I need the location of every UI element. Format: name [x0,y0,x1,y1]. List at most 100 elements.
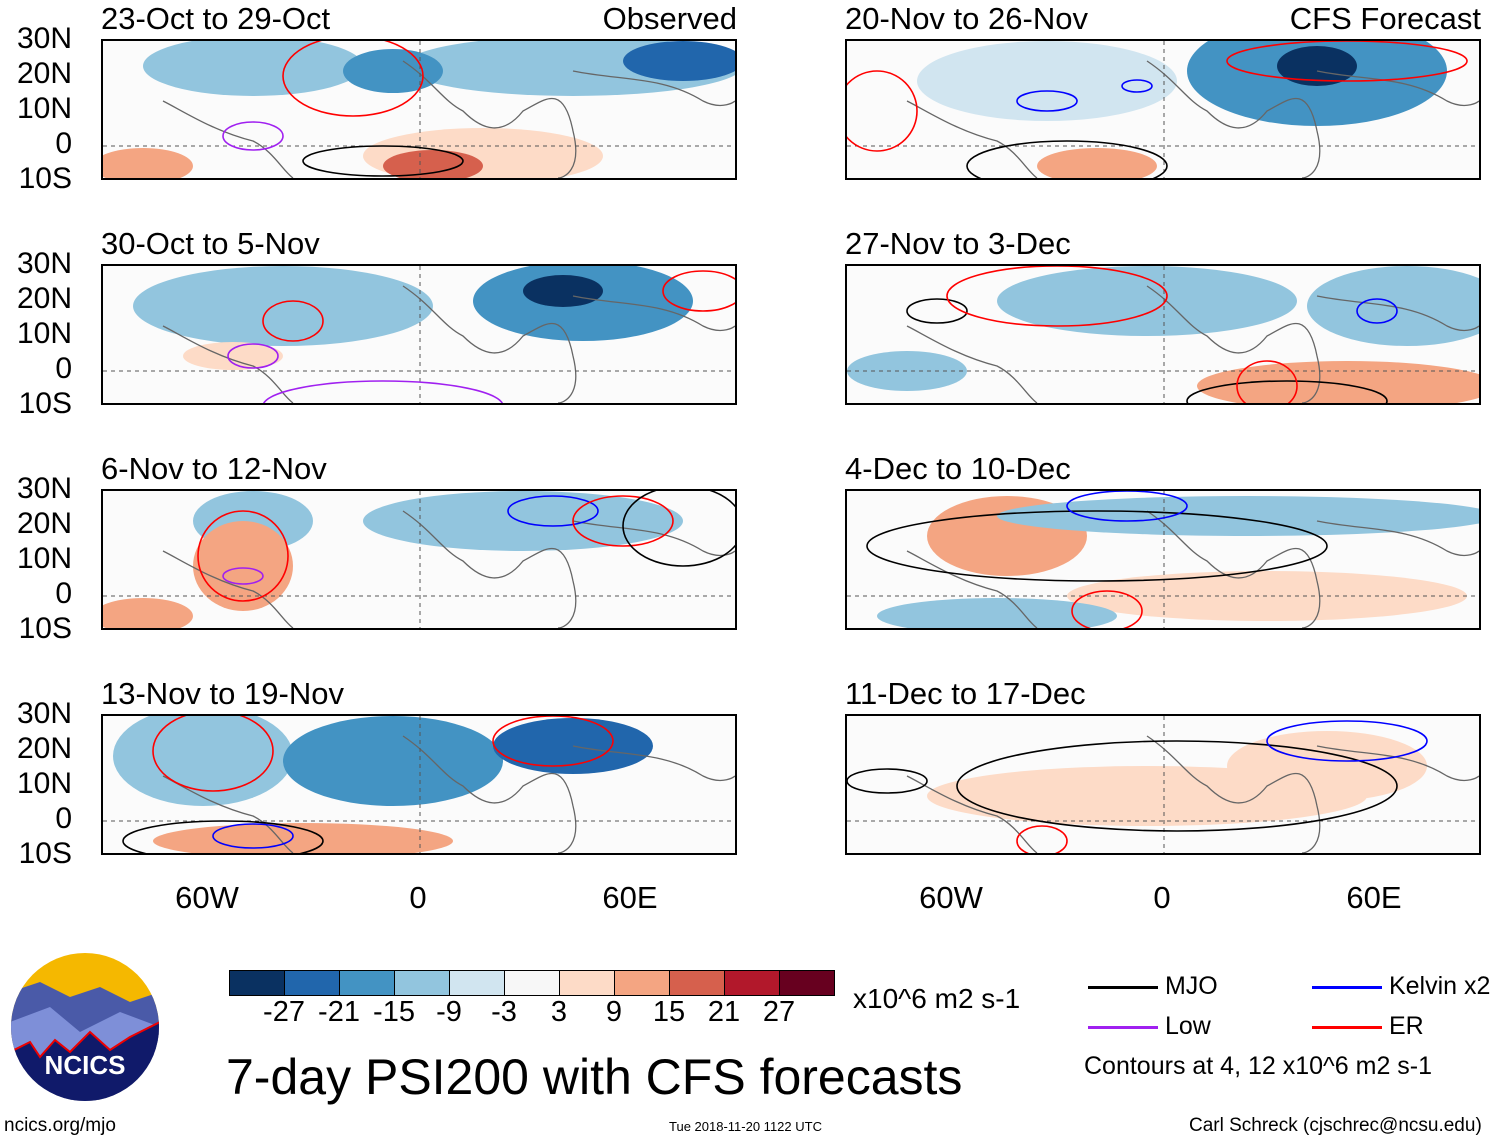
colorbar-swatch [230,971,285,995]
psi-anomaly-shading [343,49,443,93]
wave-contour [1236,360,1298,403]
panel-title: 4-Dec to 10-Dec [845,451,1071,486]
wave-contour [1066,491,1188,522]
map-panel [101,489,737,630]
colorbar-swatch [725,971,780,995]
psi-anomaly-shading [1197,361,1479,403]
psi-anomaly-shading [133,266,433,346]
psi-anomaly-shading [877,598,1117,628]
latitude-label: 30N [16,472,72,505]
wave-contour [622,491,735,567]
wave-contour [1016,90,1078,112]
psi-anomaly-shading [1227,731,1427,801]
main-title: 7-day PSI200 with CFS forecasts [226,1049,963,1105]
latitude-label: 10N [16,767,72,800]
panel-title: 13-Nov to 19-Nov [101,676,344,711]
colorbar-swatch [615,971,670,995]
map-panel [101,264,737,405]
latitude-label: 20N [16,732,72,765]
wave-contour [282,41,424,117]
longitude-label: 60E [1346,880,1402,915]
longitude-label: 60E [602,880,658,915]
longitude-label: 60W [919,880,983,915]
wave-contour [302,145,464,177]
latitude-label: 0 [55,352,72,385]
colorbar-swatch [395,971,450,995]
panel-title: 6-Nov to 12-Nov [101,451,327,486]
longitude-label: 0 [409,880,427,915]
wave-contour [1016,825,1068,853]
latitude-label: 20N [16,507,72,540]
legend-label: Low [1164,1012,1211,1040]
psi-anomaly-shading [103,598,193,628]
legend-mjo: MJO [1088,972,1218,1001]
kelvin-line-swatch [1312,985,1382,989]
wave-contour [222,121,284,151]
legend-label: ER [1388,1012,1424,1040]
footer-timestamp: Tue 2018-11-20 1122 UTC [669,1119,822,1134]
colorbar-tick-label: 9 [605,996,623,1028]
mjo-line-swatch [1088,985,1158,989]
wave-contour [262,380,504,403]
psi-anomaly-shading [193,521,293,611]
panel-tag: CFS Forecast [1289,1,1481,36]
wave-contour [1121,79,1153,93]
wave-contour [227,343,279,369]
latitude-label: 20N [16,57,72,90]
psi-anomaly-shading [997,496,1479,536]
map-panel [845,489,1481,630]
latitude-label: 10N [16,92,72,125]
coastline [906,285,1479,403]
footer-author: Carl Schreck (cjschrec@ncsu.edu) [1189,1115,1482,1136]
footer-url[interactable]: ncics.org/mjo [4,1115,116,1136]
colorbar-swatch [285,971,340,995]
wave-contour [1071,590,1143,628]
psi-anomaly-shading [283,716,503,806]
latitude-label: 30N [16,22,72,55]
colorbar-swatch [450,971,505,995]
wave-contour [492,716,614,767]
colorbar-tick-label: -27 [263,996,305,1028]
latitude-label: 30N [16,697,72,730]
coastline [162,510,735,628]
latitude-label: 10S [18,612,72,645]
panel-title: 27-Nov to 3-Dec [845,226,1071,261]
colorbar-tick-label: 15 [652,996,686,1028]
colorbar-units: x10^6 m2 s-1 [853,983,1021,1014]
colorbar-tick-label: -21 [318,996,360,1028]
wave-contour [152,716,274,792]
psi-anomaly-shading [917,41,1177,121]
psi-anomaly-shading [143,41,363,96]
colorbar-swatch [505,971,560,995]
legend-low: Low [1088,1012,1211,1041]
wave-contour [222,567,264,585]
svg-text:NCICS: NCICS [45,1050,126,1080]
wave-contour [212,823,294,849]
legend-label: MJO [1164,972,1218,1000]
psi-anomaly-shading [103,148,193,178]
latitude-label: 30N [16,247,72,280]
wave-contour [956,740,1398,832]
ncics-logo: NCICS [10,952,160,1102]
low-line-swatch [1088,1025,1158,1029]
wave-contour [1266,720,1428,762]
wave-contour [946,266,1168,327]
map-panel [101,714,737,855]
wave-contour [1356,298,1398,324]
latitude-label: 10S [18,837,72,870]
wave-contour [906,298,968,324]
colorbar-swatch [340,971,395,995]
wave-contour [662,270,735,312]
legend-label: Kelvin x2 [1388,972,1491,1000]
panel-title: 23-Oct to 29-Oct [101,1,331,36]
coastline [906,510,1479,628]
coastline [906,60,1479,178]
colorbar-swatch [670,971,725,995]
psi-anomaly-shading [363,491,683,551]
latitude-label: 10N [16,317,72,350]
map-panel [101,39,737,180]
legend-kelvin: Kelvin x2 [1312,972,1490,1001]
coastline [162,60,735,178]
psi-anomaly-shading [1037,148,1157,178]
latitude-label: 20N [16,282,72,315]
